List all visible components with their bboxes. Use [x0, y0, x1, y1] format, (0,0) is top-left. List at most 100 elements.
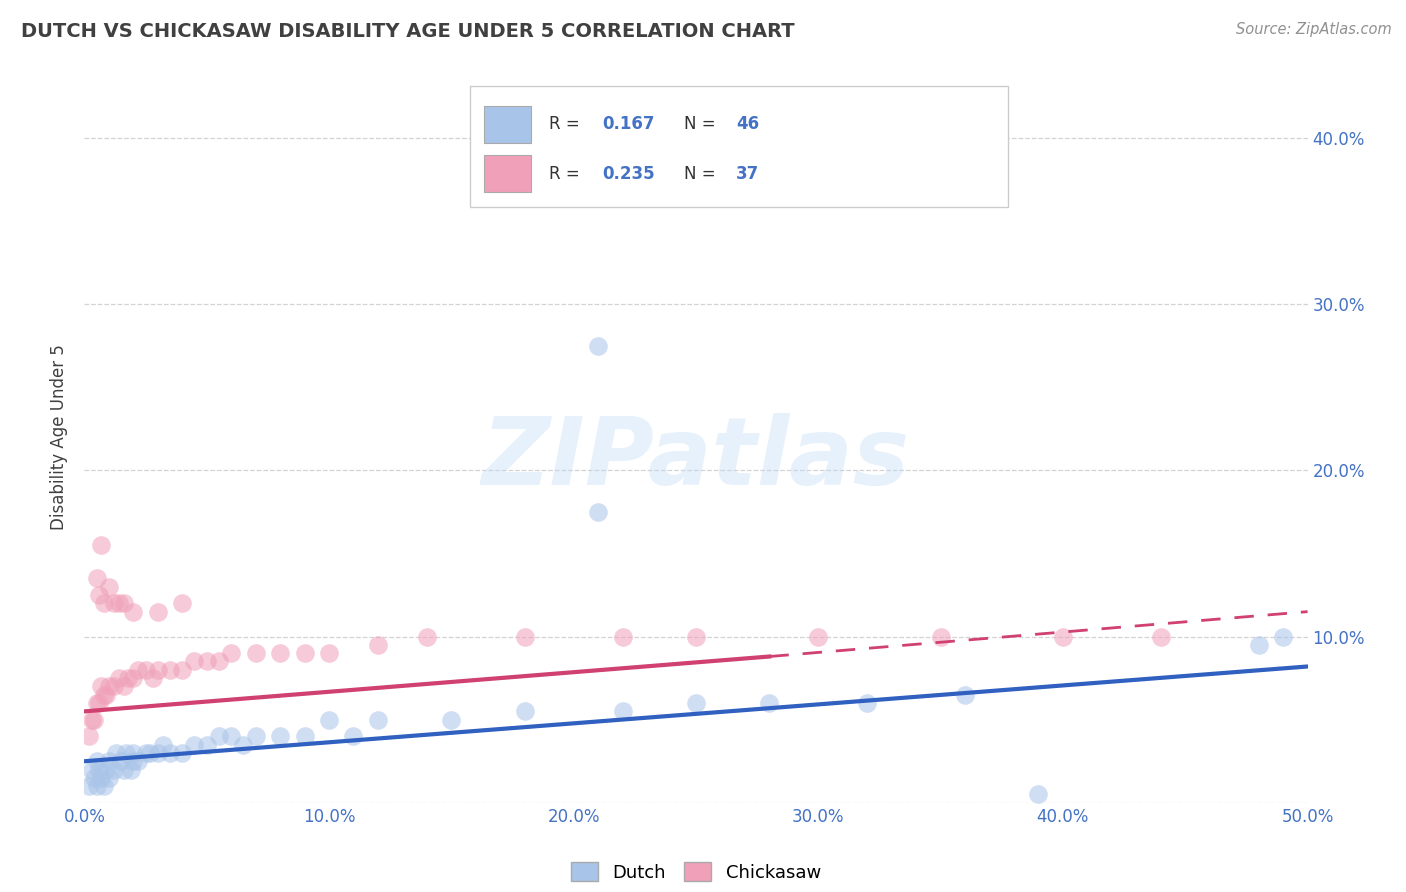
Point: [1028, 788, 1050, 802]
Point: [97, 771, 120, 785]
Point: [159, 663, 181, 677]
Point: [83, 771, 105, 785]
Point: [807, 630, 830, 644]
Point: [208, 655, 231, 669]
Point: [269, 646, 291, 660]
Point: [513, 705, 536, 719]
Point: [80, 763, 103, 777]
Point: [513, 630, 536, 644]
Point: [195, 738, 218, 752]
Point: [612, 705, 634, 719]
Text: R =: R =: [550, 165, 585, 183]
Point: [159, 746, 181, 760]
Text: 46: 46: [737, 115, 759, 133]
Point: [232, 738, 254, 752]
Point: [586, 505, 609, 519]
Point: [269, 729, 291, 743]
Point: [685, 630, 707, 644]
Point: [152, 738, 174, 752]
Point: [856, 696, 879, 710]
Point: [440, 713, 463, 727]
Point: [80, 713, 103, 727]
Point: [122, 754, 145, 768]
Point: [93, 779, 115, 793]
Point: [195, 655, 218, 669]
Point: [87, 696, 110, 710]
Point: [416, 630, 439, 644]
Point: [90, 538, 112, 552]
Point: [96, 763, 118, 777]
Point: [112, 596, 135, 610]
Point: [105, 746, 128, 760]
Point: [77, 729, 100, 743]
Point: [367, 713, 389, 727]
Point: [112, 680, 135, 694]
Point: [83, 713, 105, 727]
Point: [86, 754, 108, 768]
Point: [127, 663, 149, 677]
Text: N =: N =: [683, 115, 721, 133]
Point: [86, 571, 108, 585]
Bar: [484, 106, 531, 143]
Point: [318, 646, 340, 660]
Point: [103, 596, 125, 610]
Point: [90, 771, 112, 785]
Point: [1247, 638, 1270, 652]
Text: 0.167: 0.167: [602, 115, 654, 133]
FancyBboxPatch shape: [470, 86, 1008, 207]
Point: [758, 696, 780, 710]
Point: [103, 763, 125, 777]
Point: [122, 605, 145, 619]
Point: [172, 746, 194, 760]
Point: [929, 630, 952, 644]
Point: [1052, 630, 1074, 644]
Point: [183, 655, 205, 669]
Point: [367, 638, 389, 652]
Point: [122, 746, 145, 760]
Point: [219, 729, 242, 743]
Point: [146, 605, 169, 619]
Point: [245, 646, 267, 660]
Point: [97, 754, 120, 768]
Point: [117, 671, 139, 685]
Point: [120, 763, 142, 777]
Point: [110, 754, 132, 768]
Point: [146, 746, 169, 760]
Point: [172, 596, 194, 610]
Y-axis label: Disability Age Under 5: Disability Age Under 5: [51, 344, 69, 530]
Point: [146, 663, 169, 677]
Point: [685, 696, 707, 710]
Text: 0.235: 0.235: [602, 165, 654, 183]
Point: [953, 688, 976, 702]
Point: [87, 588, 110, 602]
Point: [122, 671, 145, 685]
Point: [342, 729, 364, 743]
Point: [86, 696, 108, 710]
Point: [172, 663, 194, 677]
Text: Source: ZipAtlas.com: Source: ZipAtlas.com: [1236, 22, 1392, 37]
Point: [219, 646, 242, 660]
Point: [183, 738, 205, 752]
Point: [208, 729, 231, 743]
Point: [90, 680, 112, 694]
Point: [139, 746, 162, 760]
Point: [135, 663, 157, 677]
Text: DUTCH VS CHICKASAW DISABILITY AGE UNDER 5 CORRELATION CHART: DUTCH VS CHICKASAW DISABILITY AGE UNDER …: [21, 22, 794, 41]
Point: [135, 746, 157, 760]
Point: [107, 671, 129, 685]
Point: [87, 763, 110, 777]
Text: N =: N =: [683, 165, 721, 183]
Point: [294, 729, 316, 743]
Point: [93, 596, 115, 610]
Point: [318, 713, 340, 727]
Point: [1272, 630, 1295, 644]
Text: ZIPatlas: ZIPatlas: [482, 413, 910, 505]
Point: [115, 746, 138, 760]
Point: [77, 779, 100, 793]
Point: [103, 680, 125, 694]
Point: [96, 688, 118, 702]
Point: [586, 338, 609, 352]
Point: [112, 763, 135, 777]
Point: [1150, 630, 1173, 644]
Text: 37: 37: [737, 165, 759, 183]
